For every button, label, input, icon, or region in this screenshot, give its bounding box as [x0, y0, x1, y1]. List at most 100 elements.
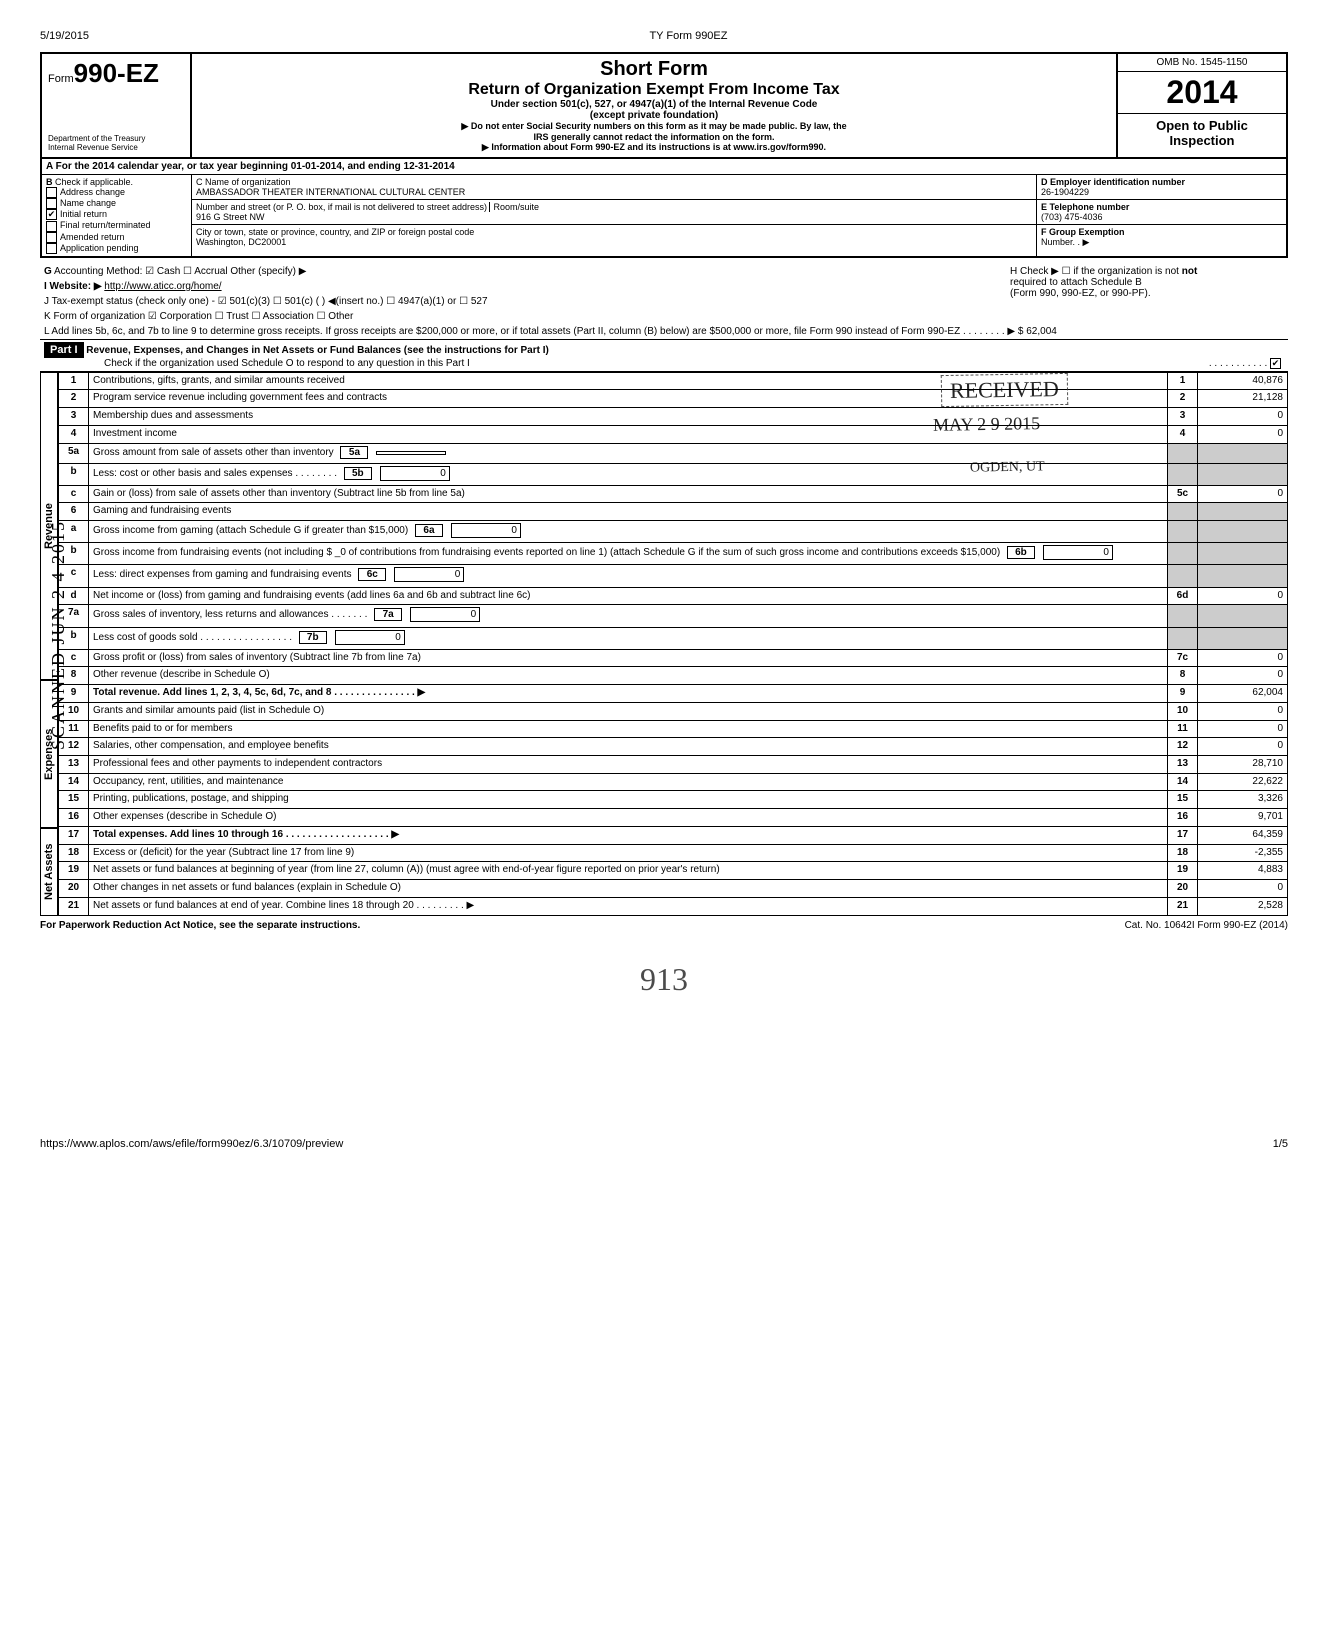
short-form-label: Short Form: [200, 58, 1108, 81]
pra-notice: For Paperwork Reduction Act Notice, see …: [40, 920, 360, 931]
redact: IRS generally cannot redact the informat…: [200, 132, 1108, 142]
form-title-block: Short Form Return of Organization Exempt…: [192, 54, 1116, 157]
form-header: Form990-EZ Department of the Treasury In…: [40, 52, 1288, 159]
website-link[interactable]: http://www.aticc.org/home/: [104, 281, 221, 292]
row-8-amt: 0: [1198, 667, 1288, 685]
final-return-checkbox[interactable]: [46, 221, 57, 232]
row-20-text: Other changes in net assets or fund bala…: [89, 880, 1168, 898]
line-k: K Form of organization ☑ Corporation ☐ T…: [40, 309, 1288, 324]
row-6b-text: Gross income from fundraising events (no…: [89, 543, 1168, 565]
row-10-amt: 0: [1198, 702, 1288, 720]
print-date: 5/19/2015: [40, 30, 89, 42]
form-right: OMB No. 1545-1150 2014 Open to Public In…: [1116, 54, 1286, 157]
fin-table: 1 Contributions, gifts, grants, and simi…: [58, 372, 1288, 916]
expenses-label: Expenses: [40, 680, 58, 828]
org-name: AMBASSADOR THEATER INTERNATIONAL CULTURA…: [196, 187, 465, 197]
doc-title: TY Form 990EZ: [649, 30, 727, 42]
row-12-text: Salaries, other compensation, and employ…: [89, 738, 1168, 756]
stamp-ogden: OGDEN, UT: [962, 457, 1053, 479]
form-page: 5/19/2015 TY Form 990EZ SCANNED JUN 2 4 …: [40, 30, 1288, 1150]
received-stamp: RECEIVED: [941, 373, 1068, 407]
row-1-amt: 40,876: [1198, 372, 1288, 390]
row-16-text: Other expenses (describe in Schedule O): [89, 809, 1168, 827]
row-7b-text: Less cost of goods sold . . . . . . . . …: [89, 627, 1168, 649]
phone: (703) 475-4036: [1041, 212, 1103, 222]
row-6c-text: Less: direct expenses from gaming and fu…: [89, 565, 1168, 587]
page-footer: https://www.aplos.com/aws/efile/form990e…: [40, 1138, 1288, 1150]
row-4-amt: 0: [1198, 425, 1288, 443]
row-7c-text: Gross profit or (loss) from sales of inv…: [89, 649, 1168, 667]
print-header: 5/19/2015 TY Form 990EZ: [40, 30, 1288, 42]
city-value: Washington, DC20001: [196, 237, 286, 247]
box-d: D Employer identification number 26-1904…: [1037, 175, 1286, 200]
tax-year: 2014: [1118, 72, 1286, 114]
city-label: City or town, state or province, country…: [196, 227, 474, 237]
box-f: F Group Exemption Number. . ▶: [1037, 225, 1286, 250]
row-5c-text: Gain or (loss) from sale of assets other…: [89, 485, 1168, 503]
row-15-text: Printing, publications, postage, and shi…: [89, 791, 1168, 809]
row-2-amt: 21,128: [1198, 390, 1288, 408]
row-5c-amt: 0: [1198, 485, 1288, 503]
org-name-label: C Name of organization: [196, 177, 291, 187]
signature: 913: [40, 961, 1288, 998]
addr-change-checkbox[interactable]: [46, 187, 57, 198]
row-9-text: Total revenue. Add lines 1, 2, 3, 4, 5c,…: [89, 685, 1168, 703]
row-19-text: Net assets or fund balances at beginning…: [89, 862, 1168, 880]
net-assets-label: Net Assets: [40, 828, 58, 916]
row-11-text: Benefits paid to or for members: [89, 720, 1168, 738]
line-g: G Accounting Method: ☑ Cash ☐ Accrual Ot…: [40, 264, 1008, 279]
initial-return-checkbox[interactable]: ✔: [46, 209, 57, 220]
app-pending-checkbox[interactable]: [46, 243, 57, 254]
agency: Department of the Treasury Internal Reve…: [48, 135, 184, 153]
under-section: Under section 501(c), 527, or 4947(a)(1)…: [200, 99, 1108, 110]
name-change-checkbox[interactable]: [46, 198, 57, 209]
row-6-text: Gaming and fundraising events: [89, 503, 1168, 521]
row-3-amt: 0: [1198, 408, 1288, 426]
row-13-text: Professional fees and other payments to …: [89, 755, 1168, 773]
part-i-title: Revenue, Expenses, and Changes in Net As…: [86, 345, 549, 356]
line-j: J Tax-exempt status (check only one) - ☑…: [40, 294, 1008, 309]
room-label: Room/suite: [489, 202, 539, 212]
addr-label: Number and street (or P. O. box, if mail…: [196, 202, 487, 212]
ein: 26-1904229: [1041, 187, 1089, 197]
row-18-amt: -2,355: [1198, 844, 1288, 862]
revenue-label: Revenue: [40, 372, 58, 680]
part-i-label: Part I: [44, 342, 84, 358]
sched-o-checkbox[interactable]: ✔: [1270, 358, 1281, 369]
row-9-amt: 62,004: [1198, 685, 1288, 703]
amended-checkbox[interactable]: [46, 232, 57, 243]
cat-number: Cat. No. 10642I Form 990-EZ (2014): [1125, 920, 1288, 931]
row-14-amt: 22,622: [1198, 773, 1288, 791]
part-i-header: Part I Revenue, Expenses, and Changes in…: [40, 339, 1288, 372]
info-link: ▶ Information about Form 990-EZ and its …: [200, 142, 1108, 153]
row-7c-amt: 0: [1198, 649, 1288, 667]
row-10-text: Grants and similar amounts paid (list in…: [89, 702, 1168, 720]
financial-table: RECEIVED MAY 2 9 2015 OGDEN, UT Revenue …: [40, 372, 1288, 916]
row-15-amt: 3,326: [1198, 791, 1288, 809]
row-8-text: Other revenue (describe in Schedule O): [89, 667, 1168, 685]
line-a: A For the 2014 calendar year, or tax yea…: [42, 159, 1286, 175]
line-l: L Add lines 5b, 6c, and 7b to line 9 to …: [40, 324, 1288, 339]
open-public: Open to Public Inspection: [1118, 114, 1286, 152]
line-i: I Website: ▶ http://www.aticc.org/home/: [40, 279, 1008, 294]
form-left: Form990-EZ Department of the Treasury In…: [42, 54, 192, 157]
row-11-amt: 0: [1198, 720, 1288, 738]
omb-number: OMB No. 1545-1150: [1118, 54, 1286, 72]
entity-box: A For the 2014 calendar year, or tax yea…: [40, 159, 1288, 258]
box-def: D Employer identification number 26-1904…: [1036, 175, 1286, 256]
row-6d-amt: 0: [1198, 587, 1288, 605]
row-6d-text: Net income or (loss) from gaming and fun…: [89, 587, 1168, 605]
street-addr: 916 G Street NW: [196, 212, 265, 222]
box-b: B Check if applicable. Address change Na…: [42, 175, 192, 256]
row-21-text: Net assets or fund balances at end of ye…: [89, 897, 1168, 915]
row-17-text: Total expenses. Add lines 10 through 16 …: [89, 826, 1168, 844]
row-12-amt: 0: [1198, 738, 1288, 756]
no-ssn: ▶ Do not enter Social Security numbers o…: [200, 121, 1108, 132]
row-21-amt: 2,528: [1198, 897, 1288, 915]
except: (except private foundation): [200, 110, 1108, 121]
row-6a-text: Gross income from gaming (attach Schedul…: [89, 521, 1168, 543]
page-number: 1/5: [1273, 1138, 1288, 1150]
part-i-sub: Check if the organization used Schedule …: [104, 358, 470, 369]
row-17-amt: 64,359: [1198, 826, 1288, 844]
row-19-amt: 4,883: [1198, 862, 1288, 880]
